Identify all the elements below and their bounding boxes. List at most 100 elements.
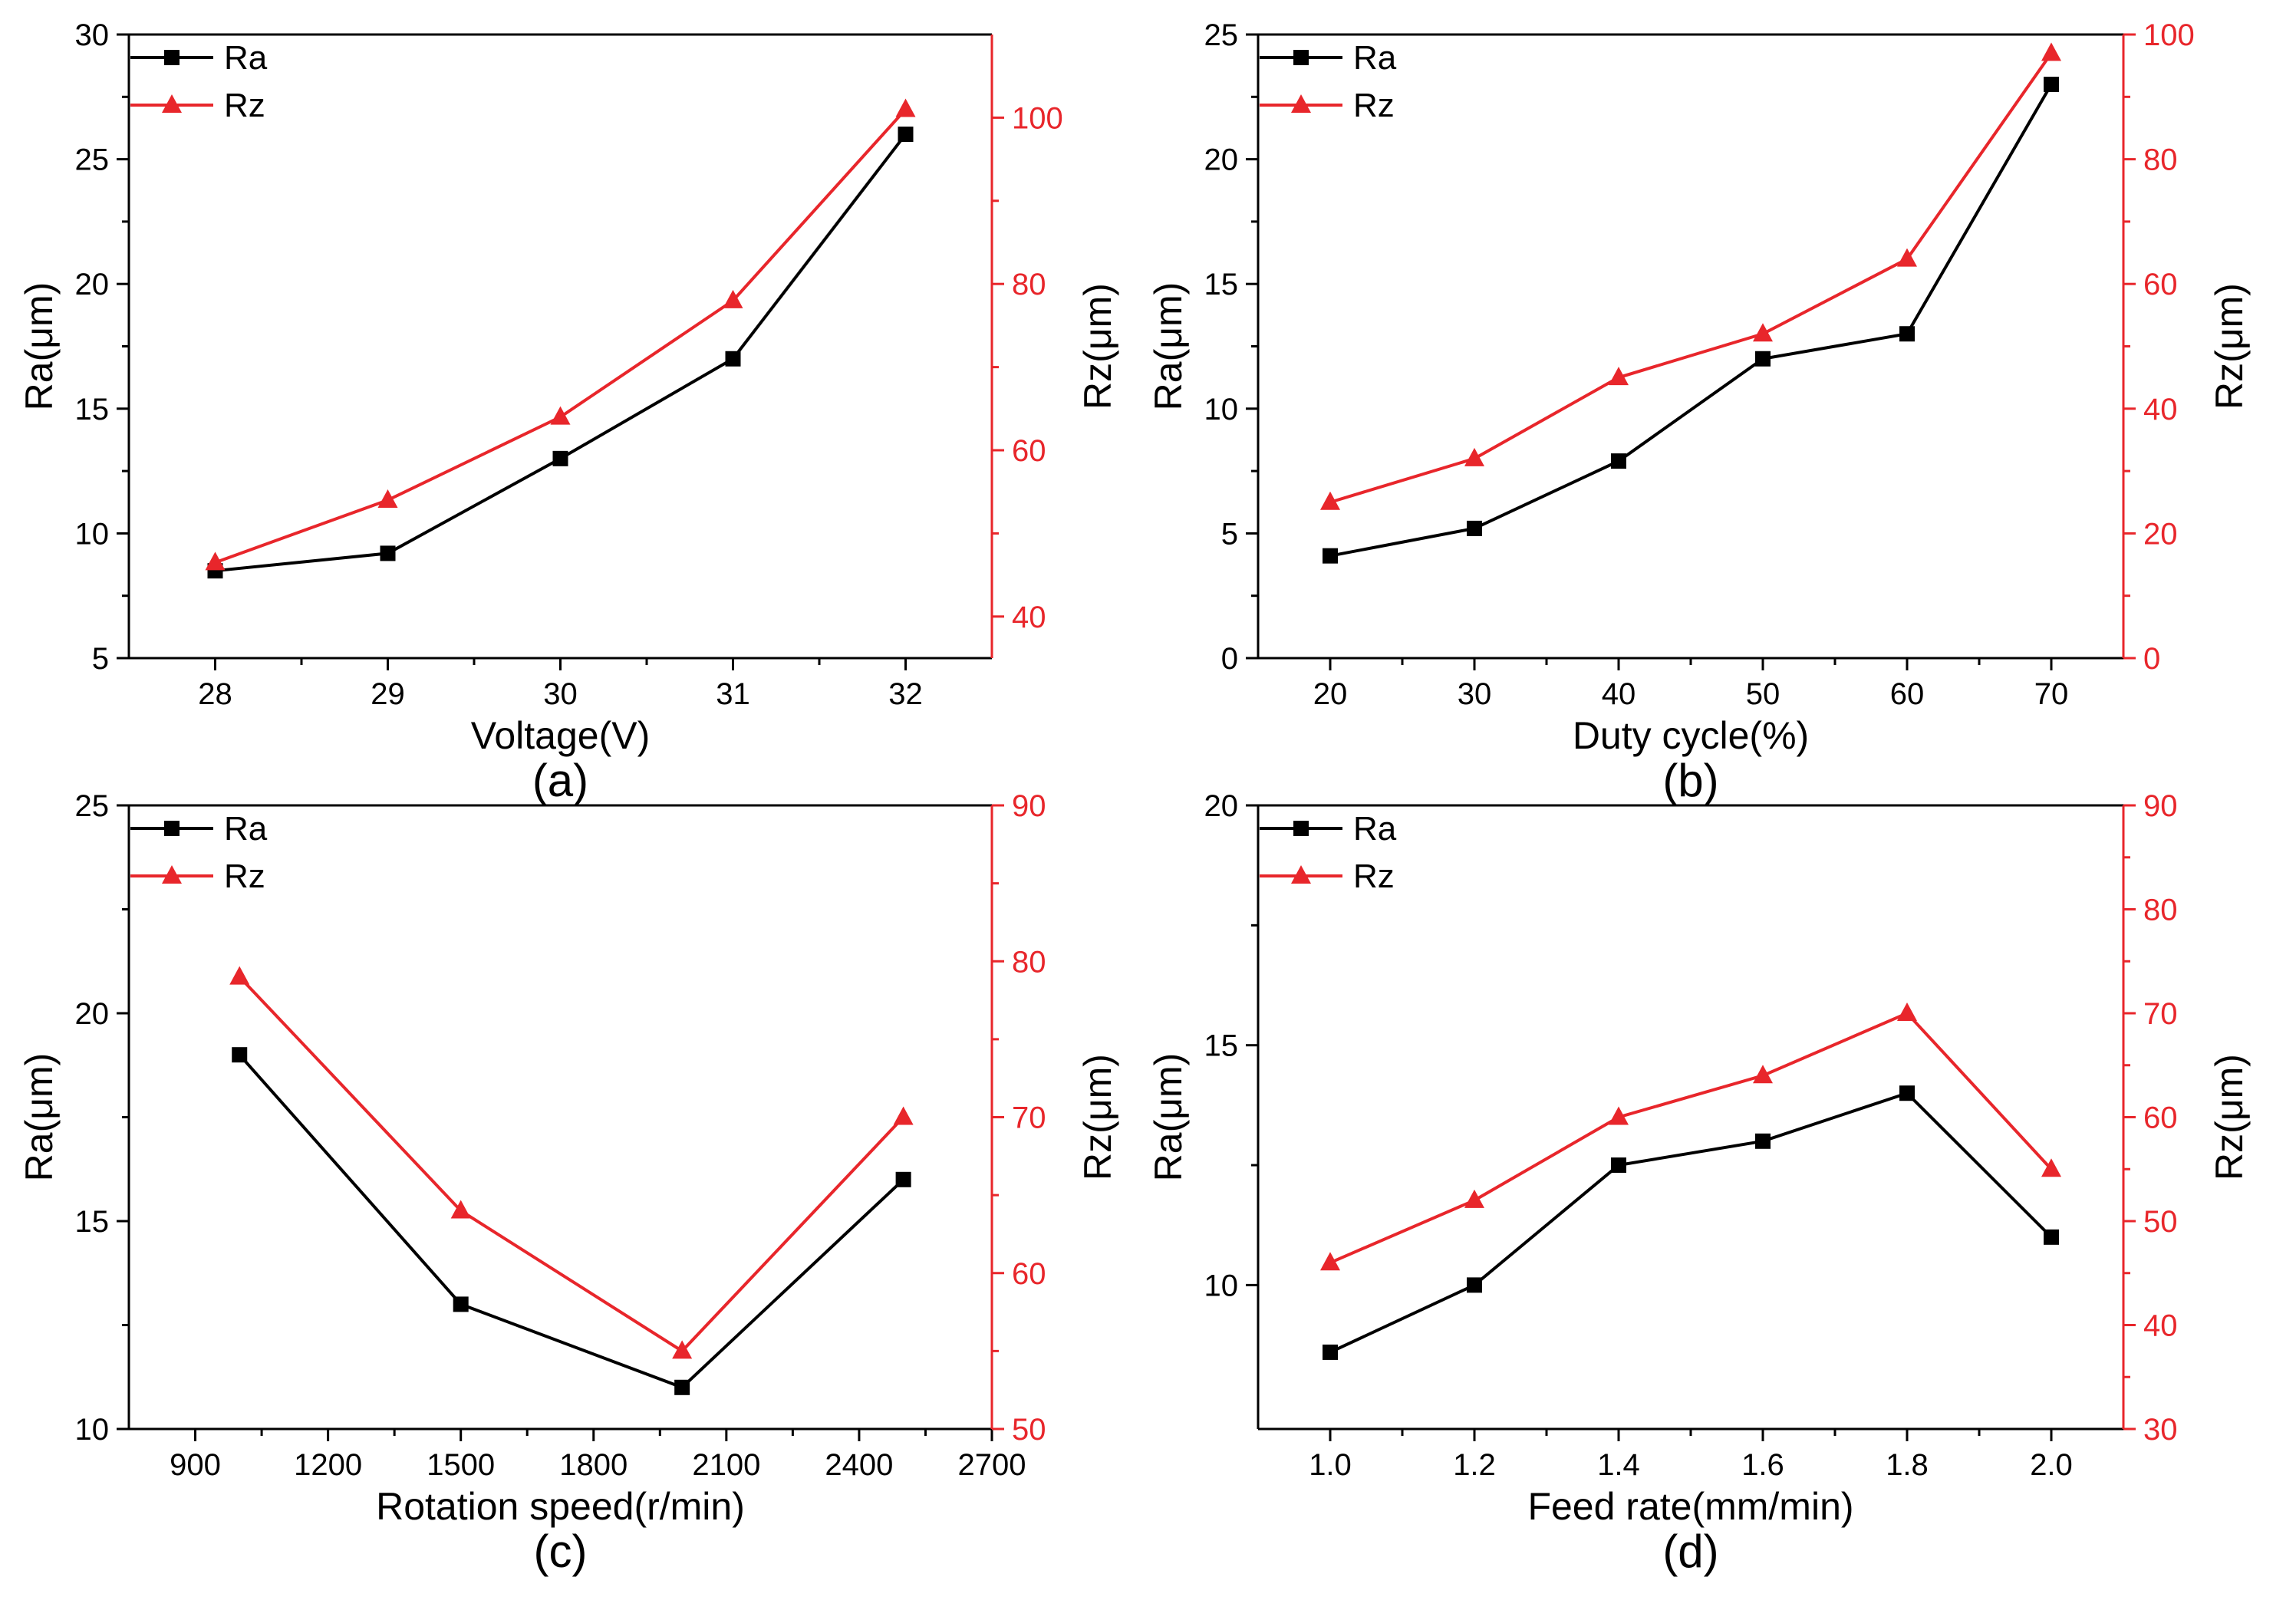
y-tick-label: 15 <box>75 393 110 426</box>
legend-label-ra: Ra <box>1353 39 1397 77</box>
y2-tick-label: 100 <box>1012 101 1063 135</box>
chart-panel-b: 20 30 40 50 60 70 0 5 10 15 20 25 0 20 40 60 80 100 Duty c… <box>1147 18 2251 806</box>
y-tick-label: 25 <box>1204 18 1239 52</box>
y2-tick-label: 60 <box>1012 434 1046 468</box>
data-point-ra <box>1611 1157 1626 1174</box>
y2-tick-label: 100 <box>2143 18 2195 52</box>
legend-marker-ra <box>164 821 180 836</box>
y2-tick-label: 40 <box>2143 393 2178 426</box>
series-line-rz <box>1329 1011 2053 1265</box>
y-tick-label: 10 <box>75 1413 110 1447</box>
x-tick-label: 1500 <box>427 1448 495 1482</box>
panel-label: (d) <box>1662 1526 1718 1577</box>
data-point-rz <box>893 1106 914 1125</box>
chart-panel-a: 28 29 30 31 32 5 10 15 20 25 30 40 60 80 100 Voltage(V)… <box>18 18 1119 806</box>
x-tick-label: 50 <box>1746 677 1780 711</box>
data-point-rz <box>1897 248 1917 267</box>
data-point-ra <box>2044 1229 2059 1245</box>
legend-marker-rz <box>162 94 182 113</box>
y-tick-label: 20 <box>1204 789 1239 823</box>
data-point-rz <box>2041 1158 2061 1177</box>
y-tick-label: 10 <box>1204 1269 1239 1302</box>
series-line-rz <box>238 976 905 1353</box>
legend-label-ra: Ra <box>224 810 268 848</box>
data-point-ra <box>552 450 568 466</box>
y2-tick-label: 80 <box>2143 894 2178 927</box>
x-axis-title: Feed rate(mm/min) <box>1527 1485 1853 1528</box>
y2-tick-label: 60 <box>2143 1101 2178 1135</box>
y2-tick-label: 90 <box>2143 789 2178 823</box>
x-tick-label: 1.4 <box>1597 1448 1640 1482</box>
data-point-rz <box>1897 1003 1917 1021</box>
y2-tick-label: 80 <box>1012 268 1046 301</box>
y-axis-title: Ra(μm) <box>1147 282 1190 411</box>
data-point-rz <box>550 406 571 425</box>
y-tick-label: 10 <box>75 517 110 551</box>
legend-label-rz: Rz <box>1353 87 1395 124</box>
x-tick-label: 31 <box>716 677 750 711</box>
data-point-ra <box>674 1379 690 1395</box>
y2-tick-label: 60 <box>1012 1257 1046 1291</box>
data-point-rz <box>1609 1106 1629 1125</box>
y-tick-label: 15 <box>1204 268 1239 301</box>
series-line-rz <box>1329 52 2053 504</box>
y2-tick-label: 40 <box>2143 1309 2178 1343</box>
data-point-rz <box>672 1340 693 1359</box>
y-axis-title: Ra(μm) <box>18 1053 61 1182</box>
data-point-ra <box>380 545 396 561</box>
y-axis-title: Ra(μm) <box>1147 1053 1190 1182</box>
y-tick-label: 15 <box>1204 1029 1239 1063</box>
series-line-ra <box>1329 84 2053 558</box>
y2-tick-label: 20 <box>2143 517 2178 551</box>
data-point-ra <box>2044 77 2059 93</box>
data-point-rz <box>895 98 916 117</box>
series-line-ra <box>238 1053 904 1390</box>
y2-tick-label: 70 <box>2143 997 2178 1031</box>
y-tick-label: 5 <box>1221 517 1238 551</box>
y-tick-label: 10 <box>1204 393 1239 426</box>
panel-label: (a) <box>532 755 588 806</box>
y2-axis-title: Rz(μm) <box>1076 1054 1119 1180</box>
x-tick-label: 2.0 <box>2030 1448 2073 1482</box>
data-point-ra <box>1755 351 1771 367</box>
legend-marker-ra <box>1293 50 1309 65</box>
y2-axis-title: Rz(μm) <box>2208 283 2251 410</box>
y-tick-label: 15 <box>75 1205 110 1239</box>
data-point-rz <box>1320 491 1340 510</box>
x-tick-label: 28 <box>198 677 232 711</box>
data-point-ra <box>898 127 914 143</box>
x-tick-label: 40 <box>1602 677 1636 711</box>
data-point-ra <box>895 1171 911 1187</box>
data-point-rz <box>450 1200 471 1219</box>
data-point-ra <box>1323 548 1338 564</box>
data-point-rz <box>1609 367 1629 386</box>
y-axis-title: Ra(μm) <box>18 282 61 411</box>
y-tick-label: 25 <box>75 143 110 177</box>
legend-label-ra: Ra <box>224 39 268 77</box>
y-tick-label: 0 <box>1221 642 1238 676</box>
legend-label-ra: Ra <box>1353 810 1397 848</box>
series-line-rz <box>214 108 907 565</box>
x-tick-label: 30 <box>543 677 578 711</box>
data-point-rz <box>1464 447 1484 466</box>
x-tick-label: 60 <box>1890 677 1925 711</box>
data-point-rz <box>1753 323 1773 342</box>
y2-tick-label: 90 <box>1012 789 1046 823</box>
x-tick-label: 900 <box>170 1448 221 1482</box>
y2-tick-label: 80 <box>1012 945 1046 979</box>
data-point-ra <box>725 351 741 367</box>
data-point-rz <box>377 489 398 509</box>
legend-marker-rz <box>1291 865 1311 884</box>
data-point-ra <box>1899 326 1915 342</box>
y-tick-label: 5 <box>92 642 109 676</box>
y2-axis-title: Rz(μm) <box>1076 283 1119 410</box>
legend-label-rz: Rz <box>224 858 265 895</box>
y2-tick-label: 40 <box>1012 601 1046 634</box>
data-point-rz <box>1753 1065 1773 1084</box>
legend-marker-ra <box>164 50 180 65</box>
x-tick-label: 2700 <box>958 1448 1026 1482</box>
x-tick-label: 20 <box>1313 677 1348 711</box>
legend-label-rz: Rz <box>224 87 265 124</box>
data-point-ra <box>1467 520 1482 536</box>
data-point-rz <box>1464 1189 1484 1208</box>
